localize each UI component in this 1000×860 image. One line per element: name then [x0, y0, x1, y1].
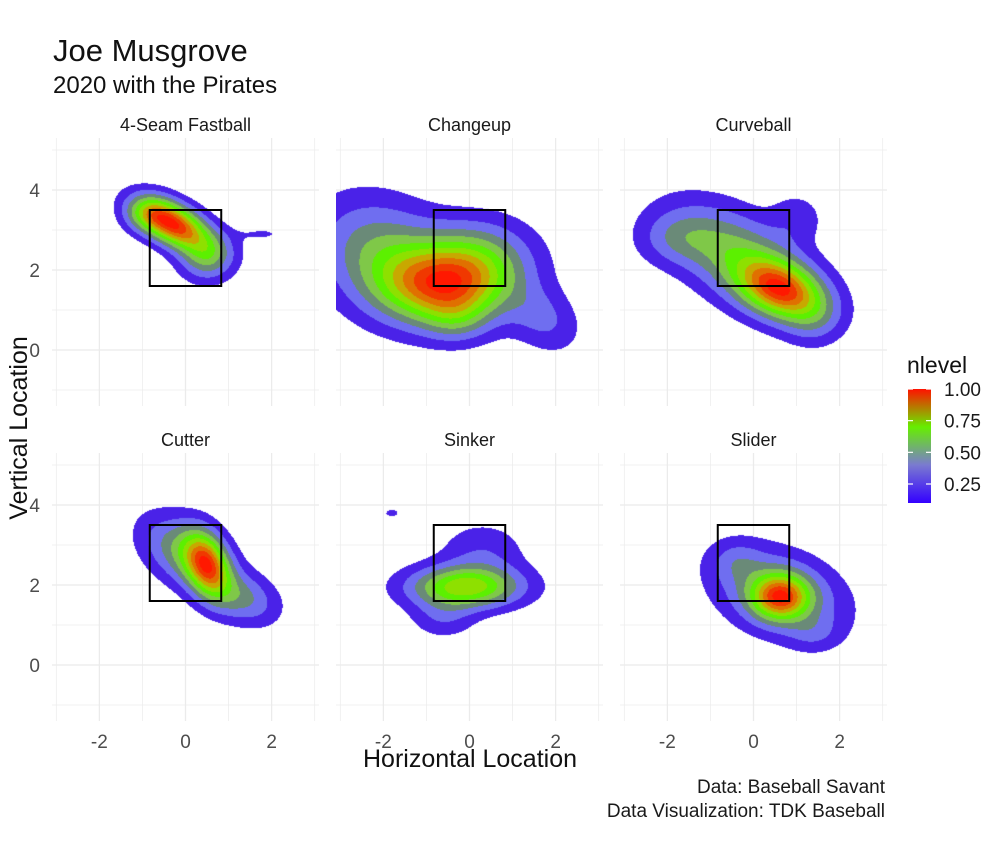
- density-contour: [52, 453, 319, 721]
- density-contour: [52, 138, 319, 406]
- y-tick-label: 0: [29, 341, 40, 362]
- x-tick-label: 2: [266, 732, 277, 753]
- strike-zone-box: [432, 209, 507, 287]
- facet-panels: 4-Seam Fastball Changeup Curveball Cutter Si…: [52, 115, 887, 721]
- facet-panel: Curveball: [620, 115, 887, 406]
- strike-zone-box: [148, 209, 223, 287]
- colorbar-legend: nlevel 0.25 0.50 0.75 1.00: [907, 352, 981, 503]
- axes: 0 2 4 0 2 4 -2 0 2 -2 0 2 -2 0 2: [29, 181, 844, 753]
- colorbar-tick-label: 0.75: [944, 412, 981, 433]
- x-tick-label: 2: [550, 732, 561, 753]
- y-tick-label: 0: [29, 656, 40, 677]
- facet-strip-label: Slider: [730, 430, 776, 450]
- facet-panel: Changeup: [336, 115, 603, 406]
- strike-zone-box: [432, 524, 507, 602]
- x-tick-label: -2: [375, 732, 392, 753]
- facet-panel: Sinker: [336, 430, 603, 721]
- colorbar-tick-label: 0.25: [944, 475, 981, 496]
- x-tick-label: 0: [748, 732, 759, 753]
- facet-strip-label: Sinker: [444, 430, 495, 450]
- colorbar-tick-label: 0.50: [944, 443, 981, 464]
- density-contour: [620, 138, 887, 406]
- colorbar-gradient: [908, 389, 931, 503]
- y-tick-label: 4: [29, 181, 40, 202]
- legend-title: nlevel: [907, 352, 967, 378]
- colorbar-tick-label: 1.00: [944, 380, 981, 401]
- y-axis-label: Vertical Location: [5, 336, 33, 519]
- density-contour: [336, 138, 603, 406]
- colorbar-ticks: 0.25 0.50 0.75 1.00: [908, 380, 981, 496]
- y-tick-label: 2: [29, 261, 40, 282]
- caption-source: Data: Baseball Savant: [696, 777, 885, 798]
- facet-strip-label: 4-Seam Fastball: [120, 115, 251, 135]
- x-tick-label: -2: [659, 732, 676, 753]
- facet-panel: 4-Seam Fastball: [52, 115, 319, 406]
- facet-strip-label: Changeup: [428, 115, 511, 135]
- x-tick-label: 0: [464, 732, 475, 753]
- chart-title: Joe Musgrove: [53, 33, 248, 68]
- caption-credit: Data Visualization: TDK Baseball: [606, 801, 885, 822]
- strike-zone-box: [716, 524, 791, 602]
- facet-panel: Cutter: [52, 430, 319, 721]
- facet-strip-label: Curveball: [715, 115, 791, 135]
- x-tick-label: 0: [180, 732, 191, 753]
- y-tick-label: 2: [29, 576, 40, 597]
- y-tick-label: 4: [29, 496, 40, 517]
- x-tick-label: -2: [91, 732, 108, 753]
- density-contour: [620, 453, 887, 721]
- chart-subtitle: 2020 with the Pirates: [53, 72, 277, 99]
- strike-zone-box: [716, 209, 791, 287]
- facet-panel: Slider: [620, 430, 887, 721]
- density-contour: [336, 453, 603, 721]
- strike-zone-box: [148, 524, 223, 602]
- facet-strip-label: Cutter: [161, 430, 210, 450]
- x-tick-label: 2: [834, 732, 845, 753]
- x-axis-label: Horizontal Location: [363, 745, 577, 773]
